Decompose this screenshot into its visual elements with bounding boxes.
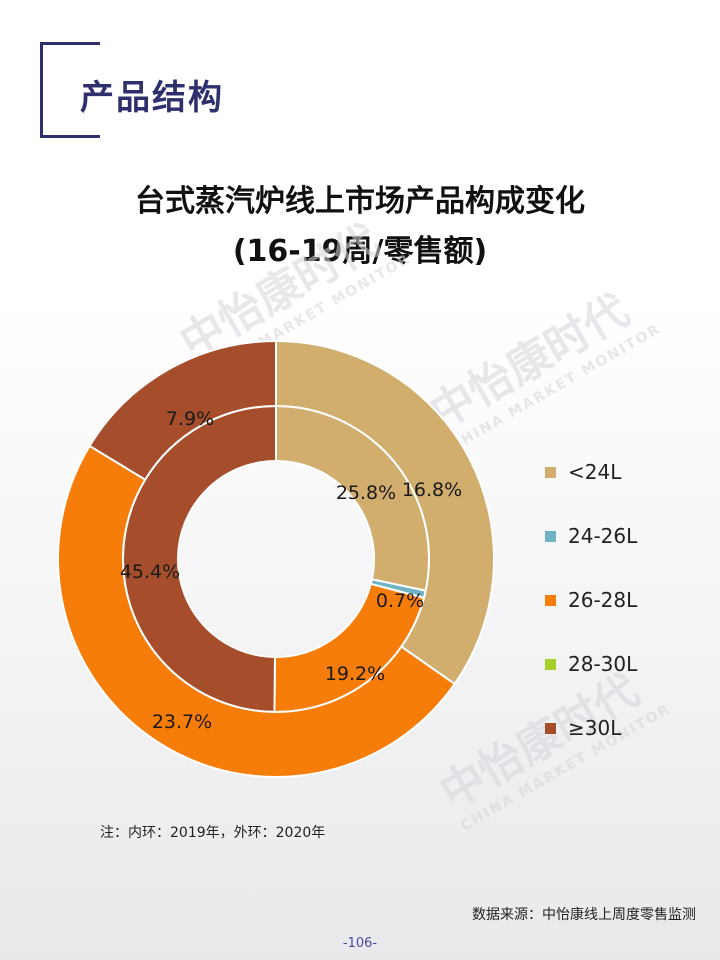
chart-note: 注：内环：2019年，外环：2020年 [100,825,326,841]
inner-data-label-0: 25.8% [336,482,396,504]
title-frame-top [40,42,100,45]
page-number: -106- [342,936,378,951]
chart-title: 台式蒸汽炉线上市场产品构成变化 [135,184,585,219]
data-source: 数据来源：中怡康线上周度零售监测 [472,907,696,923]
outer-ring-slice-4 [88,339,277,482]
legend-item: 26-28L [545,568,637,632]
inner-data-label-2: 19.2% [325,663,385,685]
legend-label: <24L [568,460,622,484]
outer-ring-slice-0 [275,339,495,686]
legend-item: 24-26L [545,504,637,568]
outer-ring-slice-2 [57,444,457,778]
legend-label: 26-28L [568,588,638,612]
legend-swatch [545,594,556,606]
title-frame-bottom [40,135,100,138]
legend-item: 28-30L [545,632,637,696]
outer-data-label-2: 23.7% [152,711,212,733]
outer-data-label-4: 7.9% [166,408,214,430]
outer-data-label-0: 16.8% [402,479,462,501]
legend-label: 24-26L [568,524,638,548]
legend-swatch [545,530,556,542]
legend-swatch [545,658,556,670]
chart-subtitle: (16-19周/零售额) [232,234,488,269]
legend-item: ≥30L [545,696,637,760]
title-frame-left [40,42,43,138]
legend-swatch [545,722,556,734]
section-title: 产品结构 [80,78,224,118]
legend-item: <24L [545,440,637,504]
inner-data-label-1: 0.7% [376,590,424,612]
legend: <24L 24-26L 26-28L 28-30L ≥30L [545,440,637,760]
legend-swatch [545,466,556,478]
legend-label: 28-30L [568,652,638,676]
legend-label: ≥30L [568,716,622,740]
inner-data-label-4: 45.4% [120,561,180,583]
